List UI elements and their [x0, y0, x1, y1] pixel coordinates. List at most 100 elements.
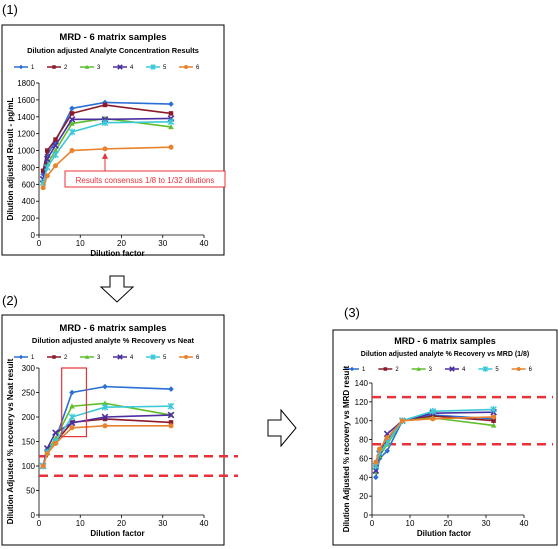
legend-label-4: 4 — [130, 355, 134, 361]
legend-marker-5 — [482, 366, 489, 372]
data-point — [43, 164, 51, 171]
panel-label-3: (3) — [344, 305, 360, 320]
data-point — [168, 101, 174, 107]
data-point — [40, 185, 46, 191]
legend-label-2: 2 — [395, 367, 399, 373]
chart-frame — [332, 329, 558, 546]
chart-title: MRD - 6 matrix samples — [59, 323, 166, 334]
data-point — [167, 118, 175, 126]
data-point — [168, 420, 174, 425]
y-tick-label: 0 — [31, 231, 36, 240]
x-tick-label: 0 — [370, 519, 375, 528]
x-tick-label: 30 — [158, 519, 167, 528]
y-axis-label: Dilution adjusted Result - pg/mL — [6, 98, 15, 221]
y-tick-label: 100 — [22, 462, 36, 471]
data-point — [168, 144, 174, 150]
legend-label-1: 1 — [362, 367, 366, 373]
y-tick-label: 1800 — [17, 79, 35, 88]
panel-label-1: (1) — [2, 2, 18, 17]
data-point — [40, 168, 46, 174]
legend-marker-3 — [84, 64, 90, 69]
data-point — [490, 422, 497, 428]
legend-marker-4 — [117, 64, 123, 70]
legend-label-5: 5 — [163, 355, 167, 361]
y-tick-label: 100 — [355, 417, 369, 426]
x-tick-label: 30 — [158, 239, 167, 248]
y-tick-label: 1200 — [17, 130, 35, 139]
legend-label-3: 3 — [97, 65, 101, 71]
x-tick-label: 40 — [200, 519, 209, 528]
legend-marker-2 — [383, 367, 388, 371]
y-tick-label: 150 — [22, 438, 36, 447]
annotation-arrowhead — [102, 152, 108, 159]
legend-label-5: 5 — [495, 367, 499, 373]
down-arrow-icon — [99, 275, 135, 303]
data-point — [102, 400, 108, 406]
y-tick-label: 0 — [31, 511, 36, 520]
legend-label-6: 6 — [196, 65, 200, 71]
data-point — [69, 425, 75, 431]
highlight-box — [61, 367, 88, 438]
data-point — [69, 403, 75, 409]
data-point — [69, 389, 75, 396]
y-tick-label: 50 — [26, 487, 35, 496]
data-point — [52, 151, 59, 159]
legend-label-5: 5 — [163, 65, 167, 71]
data-point — [52, 429, 59, 437]
legend-label-3: 3 — [97, 355, 101, 361]
legend-marker-1 — [18, 354, 24, 360]
legend-label-1: 1 — [31, 65, 35, 71]
data-point — [168, 386, 174, 392]
x-tick-label: 40 — [200, 239, 209, 248]
data-point — [491, 418, 496, 423]
y-tick-label: 300 — [22, 364, 36, 373]
legend-marker-4 — [117, 354, 123, 360]
chart-subtitle: Dilution adjusted analyte % Recovery vs … — [32, 336, 195, 345]
data-point — [373, 474, 379, 481]
legend-marker-1 — [349, 366, 355, 372]
data-point — [40, 463, 46, 469]
data-point — [102, 423, 108, 429]
data-point — [168, 124, 174, 130]
data-point — [43, 155, 51, 163]
data-point — [373, 459, 379, 465]
data-point — [45, 148, 50, 153]
x-axis-label: Dilution factor — [90, 529, 144, 538]
data-point — [68, 128, 76, 136]
legend-label-2: 2 — [64, 65, 68, 71]
data-point — [101, 119, 109, 127]
legend-marker-6 — [184, 355, 188, 359]
y-axis-label: Dilution Adjusted % recovery vs MRD resu… — [342, 365, 351, 532]
chart-subtitle: Dilution adjusted analyte % Recovery vs … — [361, 351, 529, 358]
annotation-box — [64, 170, 226, 188]
legend-marker-2 — [52, 65, 56, 69]
y-tick-label: 200 — [22, 214, 36, 223]
data-point — [101, 413, 109, 421]
legend-marker-1 — [18, 64, 24, 70]
y-tick-label: 600 — [22, 180, 36, 189]
x-tick-label: 20 — [117, 519, 126, 528]
data-point — [44, 151, 51, 158]
legend-marker-5 — [150, 354, 156, 360]
legend-marker-6 — [184, 65, 188, 69]
data-point — [52, 440, 59, 446]
data-point — [384, 435, 390, 441]
data-point — [102, 102, 108, 108]
data-point — [429, 407, 437, 415]
data-point — [52, 163, 59, 169]
data-point — [490, 406, 497, 413]
data-point — [68, 413, 76, 421]
data-point — [491, 414, 497, 420]
legend-label-1: 1 — [31, 355, 35, 361]
chart-subtitle: Dilution adjusted Analyte Concentration … — [27, 46, 199, 55]
legend-label-3: 3 — [429, 367, 433, 373]
x-tick-label: 40 — [520, 519, 529, 528]
data-point — [40, 171, 46, 177]
annotation-text: Results consensus 1/8 to 1/32 dilutions — [76, 176, 215, 185]
data-point — [168, 111, 174, 116]
y-tick-label: 120 — [355, 398, 369, 407]
data-point — [167, 402, 175, 410]
data-point — [102, 383, 108, 390]
y-tick-label: 40 — [359, 473, 368, 482]
